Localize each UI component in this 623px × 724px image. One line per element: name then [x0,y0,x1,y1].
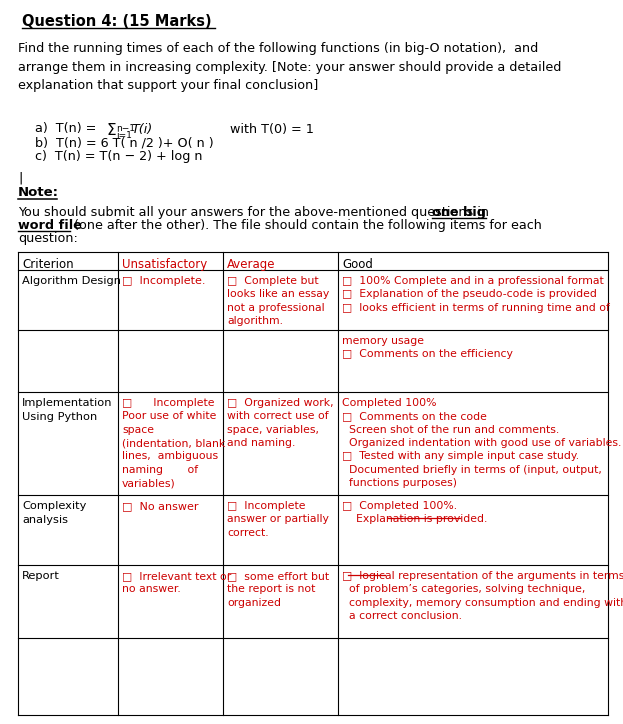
Text: Algorithm Design: Algorithm Design [22,276,121,286]
Text: Good: Good [342,258,373,271]
Text: Complexity
analysis: Complexity analysis [22,501,87,525]
Text: □  100% Complete and in a professional format
□  Explanation of the pseudo-code : □ 100% Complete and in a professional fo… [342,276,610,313]
Text: Explanation is provided.: Explanation is provided. [342,514,487,524]
Text: Completed 100%
□  Comments on the code
  Screen shot of the run and comments.
  : Completed 100% □ Comments on the code Sc… [342,398,621,488]
Text: question:: question: [18,232,78,245]
Text: Σ: Σ [107,123,117,138]
Text: n−1: n−1 [116,124,135,133]
Text: c)  T(n) = T(n − 2) + log n: c) T(n) = T(n − 2) + log n [35,150,202,163]
Text: □  Incomplete
answer or partially
correct.: □ Incomplete answer or partially correct… [227,501,329,538]
Text: □  Incomplete.: □ Incomplete. [122,276,206,286]
Text: (one after the other). The file should contain the following items for each: (one after the other). The file should c… [70,219,542,232]
Text: □  Completed 100%.: □ Completed 100%. [342,501,457,511]
Text: □  No answer: □ No answer [122,501,199,511]
Text: b)  T(n) = 6 T( n /2 )+ O( n ): b) T(n) = 6 T( n /2 )+ O( n ) [35,136,214,149]
Text: □  some effort but
the report is not
organized: □ some effort but the report is not orga… [227,571,329,607]
Text: i=1: i=1 [116,131,132,140]
Text: Note:: Note: [18,186,59,199]
Text: T(i): T(i) [131,123,152,136]
Text: Implementation
Using Python: Implementation Using Python [22,398,113,421]
Text: Find the running times of each of the following functions (in big-O notation),  : Find the running times of each of the fo… [18,42,561,92]
Text: with T(0) = 1: with T(0) = 1 [230,123,314,136]
Text: Unsatisfactory: Unsatisfactory [122,258,207,271]
Text: □  Organized work,
with correct use of
space, variables,
and naming.: □ Organized work, with correct use of sp… [227,398,334,448]
Text: You should submit all your answers for the above-mentioned questions in: You should submit all your answers for t… [18,206,493,219]
Text: □      Incomplete
Poor use of white
space
(indentation, blank
lines,  ambiguous
: □ Incomplete Poor use of white space (in… [122,398,226,488]
Text: |: | [18,172,22,185]
Text: Criterion: Criterion [22,258,74,271]
Text: one big: one big [432,206,486,219]
Text: Average: Average [227,258,275,271]
Text: Report: Report [22,571,60,581]
Text: Question 4: (15 Marks): Question 4: (15 Marks) [22,14,212,29]
Text: a)  T(n) =: a) T(n) = [35,122,100,135]
Text: word file: word file [18,219,82,232]
Text: □  logical representation of the arguments in terms
  of problem’s categories, s: □ logical representation of the argument… [342,571,623,621]
Text: □  Complete but
looks like an essay
not a professional
algorithm.: □ Complete but looks like an essay not a… [227,276,329,326]
Text: memory usage
□  Comments on the efficiency: memory usage □ Comments on the efficienc… [342,336,513,359]
Text: □  Irrelevant text or
no answer.: □ Irrelevant text or no answer. [122,571,231,594]
